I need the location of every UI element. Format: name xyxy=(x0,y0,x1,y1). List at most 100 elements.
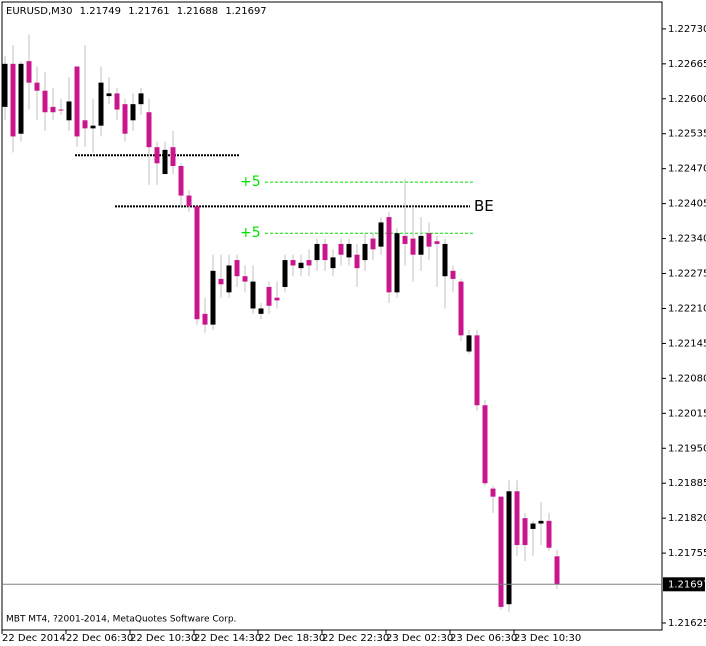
y-tick-label: 1.21950 xyxy=(668,443,706,454)
x-tick-label: 22 Dec 06:30 xyxy=(66,633,133,644)
candle-body xyxy=(90,125,96,129)
y-tick-label: 1.21885 xyxy=(668,478,706,489)
candle-body xyxy=(490,488,496,497)
candle-body xyxy=(138,93,144,105)
candle-body xyxy=(34,82,40,91)
candle-body xyxy=(290,260,296,266)
y-tick-label: 1.22210 xyxy=(668,303,706,314)
chart-header: EURUSD,M30 1.21749 1.21761 1.21688 1.216… xyxy=(6,6,267,17)
candle-body xyxy=(122,104,128,134)
plot-frame xyxy=(1,1,663,631)
candle-body xyxy=(266,286,272,306)
level-label: +5 xyxy=(240,174,261,190)
candle-body xyxy=(258,308,264,314)
candle-body xyxy=(402,235,408,244)
candle-body xyxy=(306,260,312,266)
y-tick-label: 1.22275 xyxy=(668,269,706,280)
x-tick-label: 22 Dec 10:30 xyxy=(130,633,197,644)
candle-body xyxy=(362,243,368,261)
close-value: 1.21697 xyxy=(225,6,266,17)
open-value: 1.21749 xyxy=(80,6,121,17)
candle-body xyxy=(146,112,152,148)
candle-body xyxy=(450,270,456,279)
candle-body xyxy=(378,222,384,247)
candle-body xyxy=(458,281,464,336)
x-tick-label: 23 Dec 10:30 xyxy=(514,633,581,644)
y-tick-label: 1.21820 xyxy=(668,513,706,524)
y-tick-label: 1.22015 xyxy=(668,408,706,419)
candle-body xyxy=(474,335,480,406)
candle-body xyxy=(106,93,112,97)
candle-body xyxy=(418,235,424,255)
y-tick-label: 1.22080 xyxy=(668,373,706,384)
candle-body xyxy=(314,243,320,261)
candle-body xyxy=(202,313,208,325)
candle-body xyxy=(26,61,32,83)
candle-body xyxy=(554,556,560,585)
candle-body xyxy=(130,104,136,121)
candle-body xyxy=(170,147,176,166)
y-tick-label: 1.22730 xyxy=(668,24,706,35)
copyright: MBT MT4, ?2001-2014, MetaQuotes Software… xyxy=(6,615,236,625)
candle-body xyxy=(50,106,56,113)
candle-body xyxy=(330,257,336,269)
y-tick-label: 1.22535 xyxy=(668,129,706,140)
y-tick-label: 1.22145 xyxy=(668,338,706,349)
candle-body xyxy=(178,165,184,196)
candle-body xyxy=(10,63,16,137)
candle-body xyxy=(442,243,448,277)
candle-body xyxy=(18,63,24,134)
candle-body xyxy=(338,243,344,255)
candle-body xyxy=(346,243,352,258)
candle-body xyxy=(98,82,104,126)
candle-body xyxy=(498,496,504,607)
y-tick-label: 1.22600 xyxy=(668,94,706,105)
x-tick-label: 23 Dec 02:30 xyxy=(386,633,453,644)
candle-body xyxy=(514,491,520,546)
y-tick-label: 1.21625 xyxy=(668,618,706,629)
x-tick-label: 22 Dec 22:30 xyxy=(322,633,389,644)
candle-body xyxy=(394,233,400,293)
y-tick-label: 1.22470 xyxy=(668,164,706,175)
candle-body xyxy=(242,276,248,282)
candle-body xyxy=(434,241,440,244)
candle-body xyxy=(370,238,376,250)
candle-body xyxy=(186,195,192,207)
candle-body xyxy=(426,233,432,247)
candle-body xyxy=(274,297,280,301)
candle-body xyxy=(162,149,168,175)
candle-body xyxy=(282,260,288,287)
x-tick-label: 22 Dec 18:30 xyxy=(258,633,325,644)
low-value: 1.21688 xyxy=(177,6,218,17)
price-label: 1.21697 xyxy=(668,579,706,590)
high-value: 1.21761 xyxy=(128,6,169,17)
candle-body xyxy=(74,66,80,137)
candle-body xyxy=(546,520,552,548)
symbol: EURUSD,M30 xyxy=(6,6,72,17)
candle-body xyxy=(66,101,72,121)
candle-body xyxy=(530,523,536,529)
candle-body xyxy=(410,238,416,255)
level-label: BE xyxy=(474,197,494,215)
y-tick-label: 1.21755 xyxy=(668,548,706,559)
price-label-box xyxy=(663,577,705,592)
candle-body xyxy=(210,270,216,325)
candle-body xyxy=(234,260,240,277)
candle-body xyxy=(58,109,64,111)
candle-body xyxy=(2,63,8,107)
candle-body xyxy=(154,147,160,164)
candle-body xyxy=(522,518,528,546)
candle-body xyxy=(194,206,200,320)
candle-body xyxy=(42,90,48,113)
candle-body xyxy=(354,254,360,269)
y-tick-label: 1.22405 xyxy=(668,199,706,210)
candle-body xyxy=(250,281,256,309)
y-tick-label: 1.22340 xyxy=(668,234,706,245)
level-label: +5 xyxy=(240,225,261,241)
candle-body xyxy=(322,243,328,261)
candle-body xyxy=(82,120,88,129)
candle-body xyxy=(466,335,472,352)
candle-body xyxy=(386,217,392,293)
candle-body xyxy=(226,265,232,293)
